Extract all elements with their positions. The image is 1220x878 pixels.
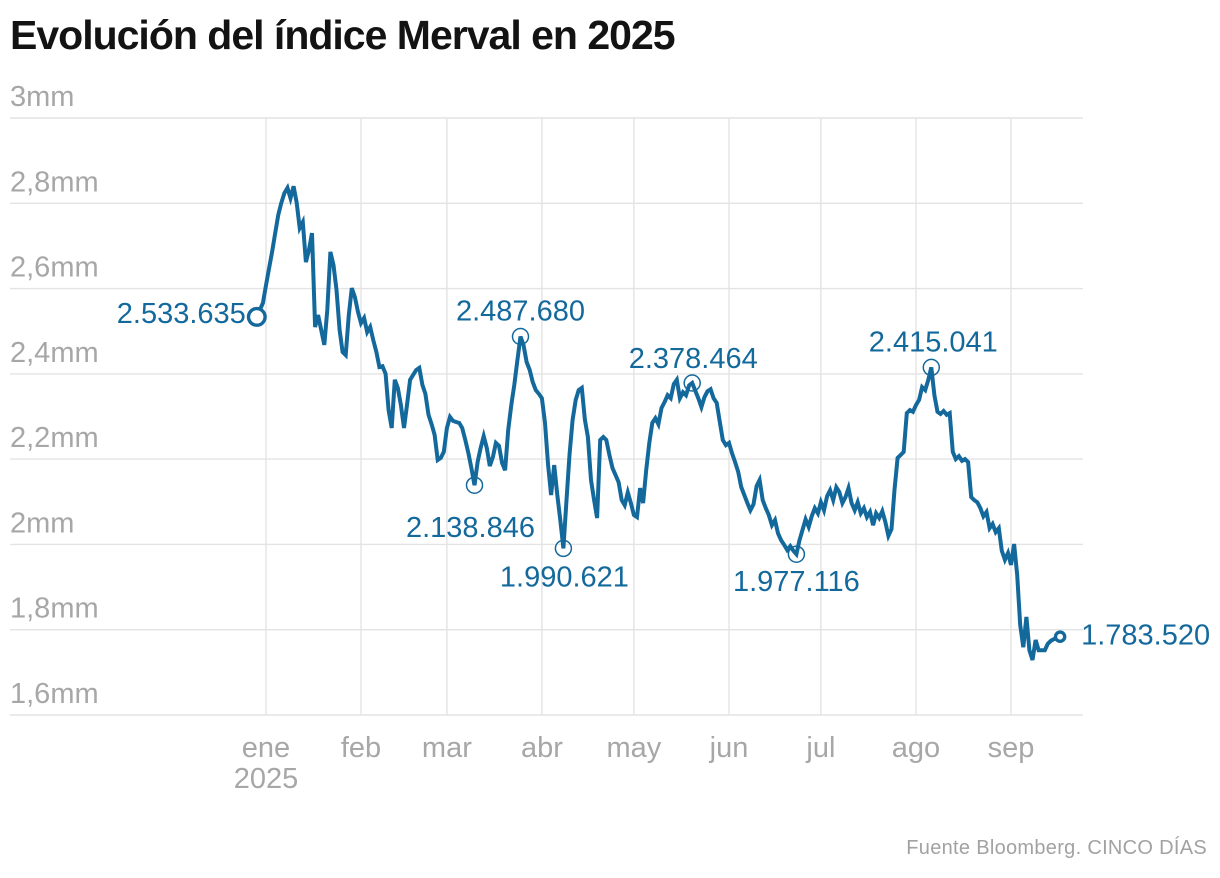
source-credit: Fuente Bloomberg. CINCO DÍAS	[906, 837, 1207, 859]
y-tick-label: 2,4mm	[10, 337, 99, 369]
annotation-value-label: 1.977.116	[733, 566, 860, 598]
month-gridlines	[265, 118, 1012, 715]
y-tick-label: 2,2mm	[10, 422, 99, 454]
x-tick-label: abr	[521, 732, 563, 764]
value-gridlines	[10, 117, 1083, 716]
annotation-labels: 2.533.635 2.138.846 2.487.680 1.990.621 2.37…	[117, 296, 1210, 652]
annotated-point-ring	[511, 327, 530, 346]
y-tick-label: 1,6mm	[10, 678, 99, 710]
x-tick-label: jun	[709, 732, 749, 764]
x-tick-label: sep	[988, 732, 1035, 764]
y-tick-label: 2,6mm	[10, 252, 99, 284]
y-tick-label: 3mm	[10, 81, 74, 113]
annotated-point-ring	[554, 539, 573, 558]
x-tick-label: may	[607, 732, 662, 764]
end-point-marker	[1053, 630, 1067, 644]
y-tick-label: 2,8mm	[10, 166, 99, 198]
y-axis-labels: 3mm 2,8mm 2,6mm 2,4mm 2,2mm 2mm 1,8mm 1,6mm	[10, 81, 99, 710]
annotation-value-label: 2.415.041	[869, 326, 998, 358]
annotation-value-label: 2.487.680	[456, 296, 585, 328]
x-tick-sublabel: 2025	[234, 763, 299, 795]
annotation-value-label: 2.138.846	[406, 512, 535, 544]
annotation-value-label: 1.783.520	[1081, 620, 1210, 652]
annotated-point-ring	[787, 545, 806, 563]
data-point-markers	[246, 306, 1067, 644]
y-tick-label: 2mm	[10, 507, 74, 539]
annotated-point-ring	[683, 374, 701, 392]
annotated-point-ring	[465, 476, 484, 494]
annotated-point-ring	[922, 358, 941, 377]
annotation-value-label: 2.378.464	[629, 343, 758, 375]
x-tick-label: mar	[422, 732, 472, 764]
y-tick-label: 1,8mm	[10, 593, 99, 625]
x-tick-label: jul	[805, 732, 835, 764]
annotation-value-label: 1.990.621	[500, 561, 629, 593]
x-tick-label: ago	[892, 732, 940, 764]
start-point-marker	[246, 306, 267, 327]
x-tick-label: ene	[242, 732, 290, 764]
chart-title: Evolución del índice Merval en 2025	[10, 12, 676, 58]
annotation-value-label: 2.533.635	[117, 298, 246, 330]
x-tick-label: feb	[341, 732, 381, 764]
price-line	[254, 182, 1063, 661]
